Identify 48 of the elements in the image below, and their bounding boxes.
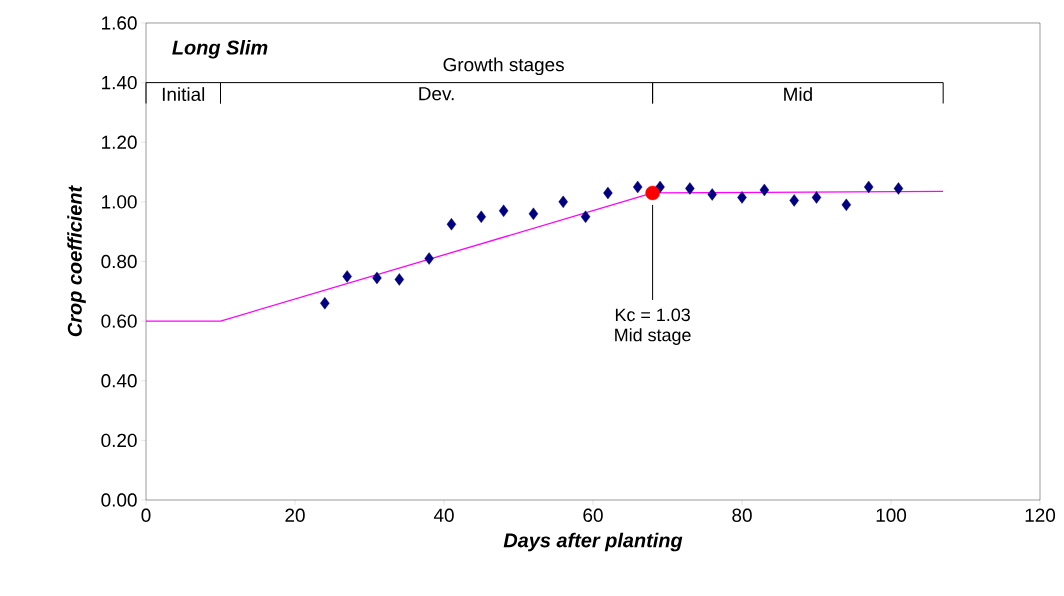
y-tick-label: 0.40 <box>101 374 137 388</box>
annotation: Kc = 1.03 <box>615 308 690 322</box>
point <box>476 210 486 223</box>
y-tick-label: 1.40 <box>102 75 137 90</box>
point <box>603 186 613 200</box>
y-tick-label: 1.60 <box>102 16 137 30</box>
point <box>342 270 352 283</box>
annotation: Mid stage <box>615 328 691 345</box>
y-axis-title: Crop coefficient <box>67 185 86 337</box>
point <box>372 271 382 285</box>
y-tick-label: 0.80 <box>101 254 137 269</box>
annotation: Initial <box>162 87 205 102</box>
point <box>424 252 434 265</box>
y-tick-label: 1.20 <box>102 135 137 149</box>
point <box>645 185 660 201</box>
point <box>320 297 330 310</box>
point <box>789 194 799 207</box>
point <box>528 207 539 220</box>
x-tick-label: 100 <box>876 508 907 522</box>
point <box>841 198 852 212</box>
point <box>893 182 904 195</box>
point <box>737 191 747 204</box>
point <box>759 183 770 197</box>
x-tick-label: 40 <box>433 508 454 522</box>
point <box>863 180 874 194</box>
y-tick-label: 0.20 <box>101 433 137 448</box>
point <box>558 195 568 209</box>
y-tick-label: 0.60 <box>101 314 137 328</box>
x-tick-label: 20 <box>285 508 305 522</box>
annotation: Mid <box>784 87 812 102</box>
point <box>707 188 717 201</box>
point <box>633 180 643 194</box>
x-tick-label: 60 <box>583 508 603 522</box>
y-tick-label: 0.00 <box>101 493 137 507</box>
annotation: Dev. <box>419 87 454 101</box>
y-tick-label: 1.00 <box>102 195 137 209</box>
x-tick-label: 0 <box>141 508 151 522</box>
point <box>811 191 822 204</box>
x-axis-title: Days after planting <box>503 532 683 552</box>
point <box>394 273 404 286</box>
text: Long Slim <box>172 39 268 59</box>
x-tick-label: 120 <box>1025 508 1056 522</box>
point <box>498 204 509 218</box>
x-tick-label: 80 <box>732 508 752 522</box>
point <box>446 218 457 231</box>
point <box>580 210 591 223</box>
annotation: Growth stages <box>443 57 564 76</box>
point <box>685 182 695 195</box>
